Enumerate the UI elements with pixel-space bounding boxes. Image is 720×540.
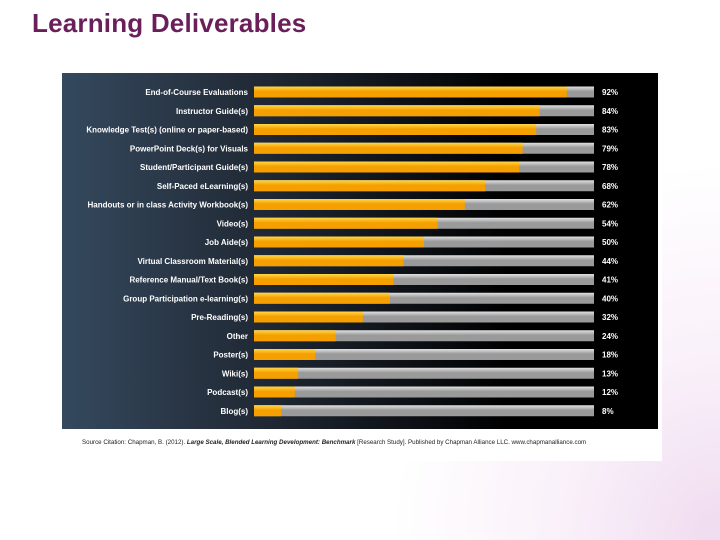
category-label: Self-Paced eLearning(s) bbox=[157, 182, 248, 191]
bar bbox=[254, 105, 540, 117]
category-label: Blog(s) bbox=[220, 407, 248, 416]
source-citation: Source Citation: Chapman, B. (2012). Lar… bbox=[82, 439, 658, 446]
bar bbox=[254, 311, 363, 323]
value-label: 12% bbox=[602, 388, 618, 397]
bar bbox=[254, 349, 316, 360]
bar-track bbox=[254, 330, 594, 342]
bar-track bbox=[254, 292, 594, 304]
bar bbox=[254, 199, 465, 210]
category-label: Group Participation e-learning(s) bbox=[123, 294, 248, 303]
value-label: 32% bbox=[602, 313, 618, 322]
category-label: Reference Manual/Text Book(s) bbox=[129, 276, 248, 285]
value-label: 40% bbox=[602, 294, 618, 303]
bar bbox=[254, 386, 295, 398]
bars-group: End-of-Course Evaluations 92% Instructor G… bbox=[86, 86, 618, 417]
chart-figure: End-of-Course Evaluations 92% Instructor G… bbox=[62, 73, 662, 461]
value-label: 24% bbox=[602, 332, 618, 341]
source-prefix: Source Citation: Chapman, B. (2012). bbox=[82, 439, 187, 446]
value-label: 54% bbox=[602, 219, 618, 228]
bar bbox=[254, 405, 282, 417]
bar bbox=[254, 330, 336, 342]
bar-track bbox=[254, 405, 594, 417]
category-label: Instructor Guide(s) bbox=[176, 107, 248, 116]
source-suffix: [Research Study]. Published by Chapman A… bbox=[355, 439, 587, 446]
bar-track bbox=[254, 311, 594, 323]
bar bbox=[254, 180, 486, 192]
chart-panel: End-of-Course Evaluations 92% Instructor G… bbox=[62, 73, 658, 429]
category-label: PowerPoint Deck(s) for Visuals bbox=[130, 144, 249, 153]
bar bbox=[254, 142, 523, 154]
bar-track bbox=[254, 386, 594, 398]
bar bbox=[254, 161, 520, 173]
value-label: 92% bbox=[602, 88, 618, 97]
source-work: Large Scale, Blended Learning Developmen… bbox=[186, 439, 356, 446]
value-label: 8% bbox=[602, 407, 614, 416]
bar-track bbox=[254, 367, 594, 379]
bar bbox=[254, 86, 567, 98]
category-label: Virtual Classroom Material(s) bbox=[137, 257, 248, 266]
bar bbox=[254, 124, 537, 135]
value-label: 78% bbox=[602, 163, 618, 172]
bar-chart: End-of-Course Evaluations 92% Instructor G… bbox=[86, 86, 618, 417]
bar bbox=[254, 255, 404, 267]
category-label: Poster(s) bbox=[213, 351, 248, 360]
bar bbox=[254, 217, 438, 229]
bar bbox=[254, 292, 390, 304]
category-label: Student/Participant Guide(s) bbox=[140, 163, 248, 172]
page-title: Learning Deliverables bbox=[32, 8, 307, 38]
value-label: 84% bbox=[602, 107, 618, 116]
value-label: 50% bbox=[602, 238, 618, 247]
value-label: 79% bbox=[602, 144, 618, 153]
bar bbox=[254, 367, 299, 379]
value-label: 41% bbox=[602, 276, 618, 285]
bar bbox=[254, 236, 424, 248]
category-label: Pre-Reading(s) bbox=[191, 313, 248, 322]
value-label: 44% bbox=[602, 257, 618, 266]
category-label: Other bbox=[227, 332, 248, 341]
category-label: Handouts or in class Activity Workbook(s… bbox=[88, 201, 249, 210]
category-label: Job Aide(s) bbox=[205, 238, 249, 247]
value-label: 18% bbox=[602, 351, 618, 360]
bar-track bbox=[254, 255, 594, 267]
value-label: 68% bbox=[602, 182, 618, 191]
bar-track bbox=[254, 349, 594, 360]
category-label: End-of-Course Evaluations bbox=[145, 88, 248, 97]
category-label: Podcast(s) bbox=[207, 388, 248, 397]
category-label: Wiki(s) bbox=[222, 369, 248, 378]
bar-track bbox=[254, 274, 594, 285]
value-label: 83% bbox=[602, 126, 618, 135]
category-label: Knowledge Test(s) (online or paper-based… bbox=[86, 126, 248, 135]
bar bbox=[254, 274, 394, 285]
value-label: 13% bbox=[602, 369, 618, 378]
category-label: Video(s) bbox=[217, 219, 249, 228]
value-label: 62% bbox=[602, 201, 618, 210]
